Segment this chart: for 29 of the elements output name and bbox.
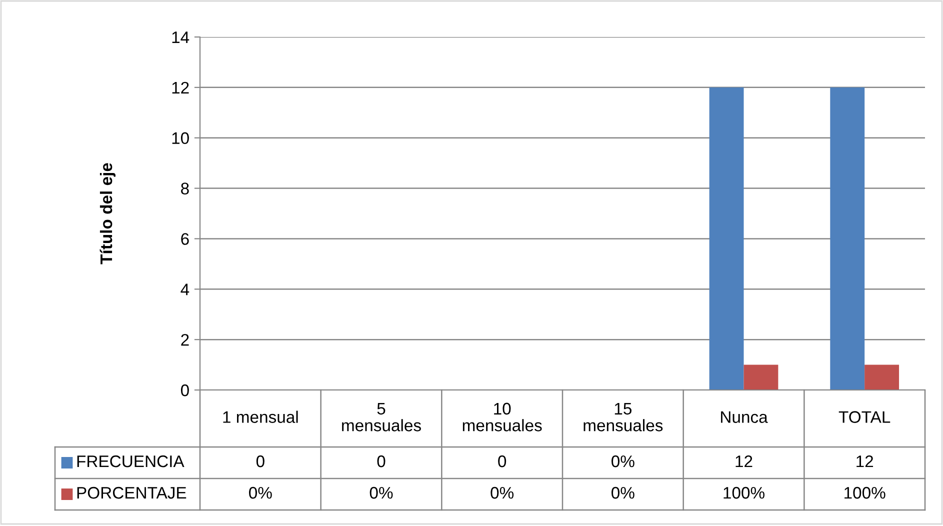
data-label: 12: [856, 455, 874, 468]
legend-label: PORCENTAJE: [77, 486, 186, 499]
data-label: 12: [736, 455, 752, 468]
y-tick-label: 10: [172, 132, 189, 144]
data-label: 0%: [612, 455, 634, 468]
x-tick-label: 10 mensuales: [462, 402, 542, 432]
y-tick-label: 6: [181, 233, 189, 245]
data-label: 0: [498, 455, 506, 468]
y-tick-label: 14: [172, 32, 190, 44]
y-tick-label: 4: [180, 284, 190, 296]
data-label: 0: [256, 455, 264, 468]
x-tick-label: 1 mensual: [223, 410, 298, 423]
y-tick-label: 12: [172, 82, 189, 94]
data-label: 100%: [724, 486, 764, 499]
legend-label: FRECUENCIA: [77, 455, 184, 468]
y-tick-label: 2: [181, 334, 189, 346]
data-label: 0: [377, 455, 386, 468]
data-label: 0%: [490, 486, 514, 499]
x-tick-label: Nunca: [721, 411, 768, 423]
x-tick-label: 15 mensuales: [584, 402, 663, 432]
y-tick-label: 0: [180, 384, 189, 396]
y-tick-label: 8: [181, 182, 189, 194]
y-axis-title: Título del eje: [100, 163, 116, 264]
data-label: 0%: [370, 486, 393, 499]
x-tick-label: TOTAL: [838, 411, 890, 423]
x-tick-label: 5 mensuales: [342, 402, 421, 432]
data-label: 0%: [249, 486, 272, 499]
data-label: 100%: [844, 486, 886, 499]
data-label: 0%: [612, 486, 634, 499]
